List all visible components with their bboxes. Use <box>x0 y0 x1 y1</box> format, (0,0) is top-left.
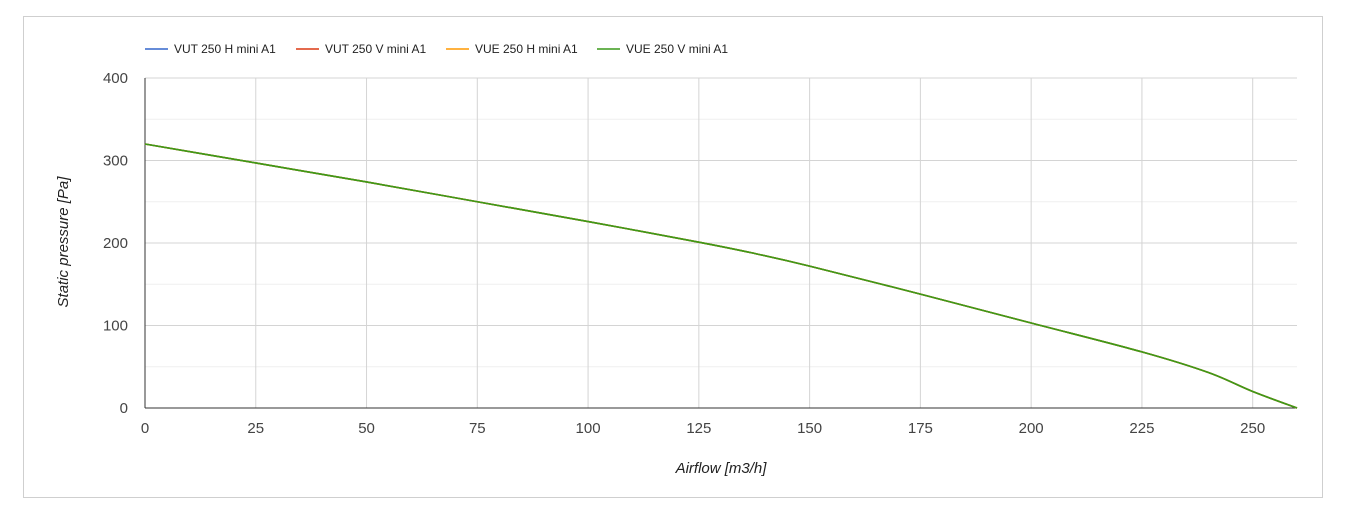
legend-label: VUT 250 H mini A1 <box>174 42 276 56</box>
y-axis-title: Static pressure [Pa] <box>55 176 72 308</box>
y-tick-label: 400 <box>103 70 128 87</box>
series-line-3 <box>144 143 1298 409</box>
minor-gridlines <box>145 118 1297 368</box>
x-tick-label: 200 <box>1019 420 1044 437</box>
series-line-2 <box>144 143 1298 409</box>
series-layer <box>144 143 1298 409</box>
x-tick-label: 150 <box>797 420 822 437</box>
x-tick-label: 50 <box>358 420 375 437</box>
x-tick-label: 25 <box>247 420 264 437</box>
tick-labels: 0 25 50 75 100 125 150 175 200 225 250 0 100 200 300 40… <box>103 70 1265 437</box>
series-line-1 <box>144 143 1298 409</box>
x-tick-label: 100 <box>576 420 601 437</box>
x-tick-label: 250 <box>1240 420 1265 437</box>
chart-frame <box>23 16 1323 498</box>
y-tick-label: 300 <box>103 153 128 170</box>
legend: VUT 250 H mini A1 VUT 250 V mini A1 VUE 25… <box>145 42 728 56</box>
legend-label: VUT 250 V mini A1 <box>325 42 426 56</box>
y-tick-label: 0 <box>120 400 128 417</box>
x-tick-label: 225 <box>1129 420 1154 437</box>
x-tick-label: 0 <box>141 420 149 437</box>
x-tick-label: 175 <box>908 420 933 437</box>
y-tick-label: 100 <box>103 318 128 335</box>
legend-label: VUE 250 V mini A1 <box>626 42 728 56</box>
major-gridlines <box>145 77 1297 408</box>
x-tick-label: 75 <box>469 420 486 437</box>
y-tick-label: 200 <box>103 235 128 252</box>
x-axis-title: Airflow [m3/h] <box>675 460 768 477</box>
series-line-4 <box>144 143 1298 409</box>
legend-label: VUE 250 H mini A1 <box>475 42 578 56</box>
axes <box>144 78 1297 409</box>
x-tick-label: 125 <box>686 420 711 437</box>
